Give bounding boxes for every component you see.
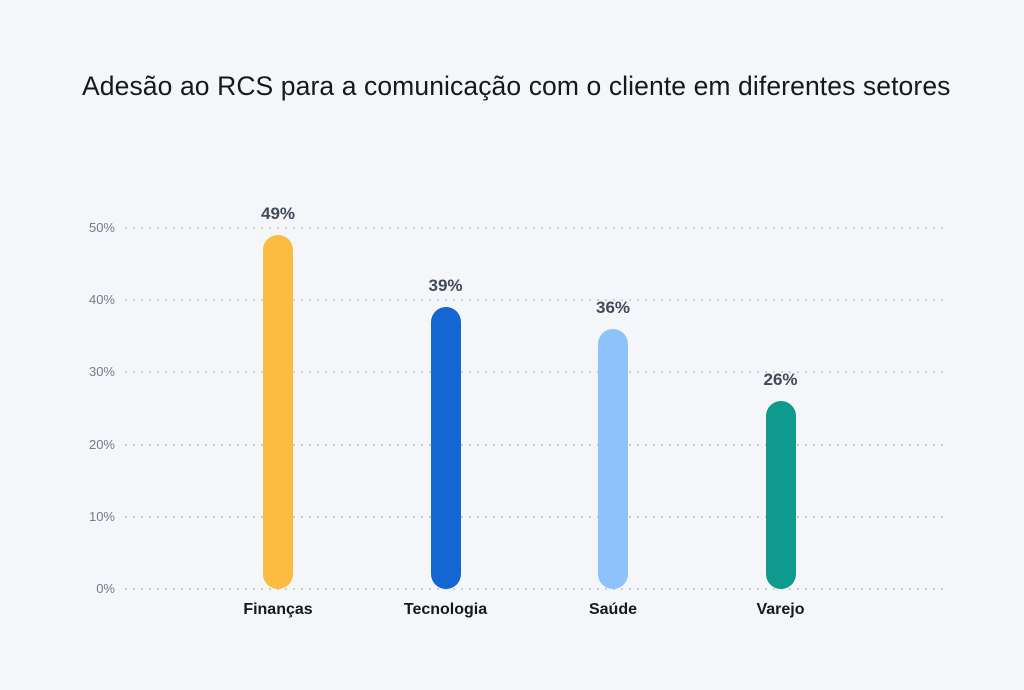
ytick-label-40: 40% [88,292,115,308]
gridline-50 [125,227,943,229]
gridline-10 [125,515,943,518]
ytick-label-20: 20% [88,436,115,452]
category-label-tecnologia: Tecnologia [403,601,488,618]
value-label-financas: 49% [260,204,296,224]
category-label-varejo: Varejo [756,601,805,618]
bar-tecnologia [430,307,461,589]
ytick-label-10: 10% [88,508,115,524]
value-label-varejo: 26% [763,370,798,390]
chart-title: Adesão ao RCS para a comunicação com o c… [82,71,951,101]
ytick-label-0: 0% [96,581,115,596]
gridline-20 [125,443,943,446]
category-label-saude: Saúde [588,601,637,618]
bar-varejo [765,401,796,589]
value-label-tecnologia: 39% [428,276,463,296]
bar-financas [263,235,293,589]
gridline-30 [125,371,943,374]
bar-chart-plot-area: 0% 10% 20% 30% 40% 50% 49% Finanças 39% Tecnologi… [89,204,943,618]
gridline-40 [125,299,943,302]
ytick-label-50: 50% [88,220,115,235]
value-label-saude: 36% [595,298,631,318]
category-label-financas: Finanças [243,601,313,618]
gridline-0 [125,588,943,590]
ytick-label-30: 30% [88,364,115,380]
bar-saude [598,329,628,589]
